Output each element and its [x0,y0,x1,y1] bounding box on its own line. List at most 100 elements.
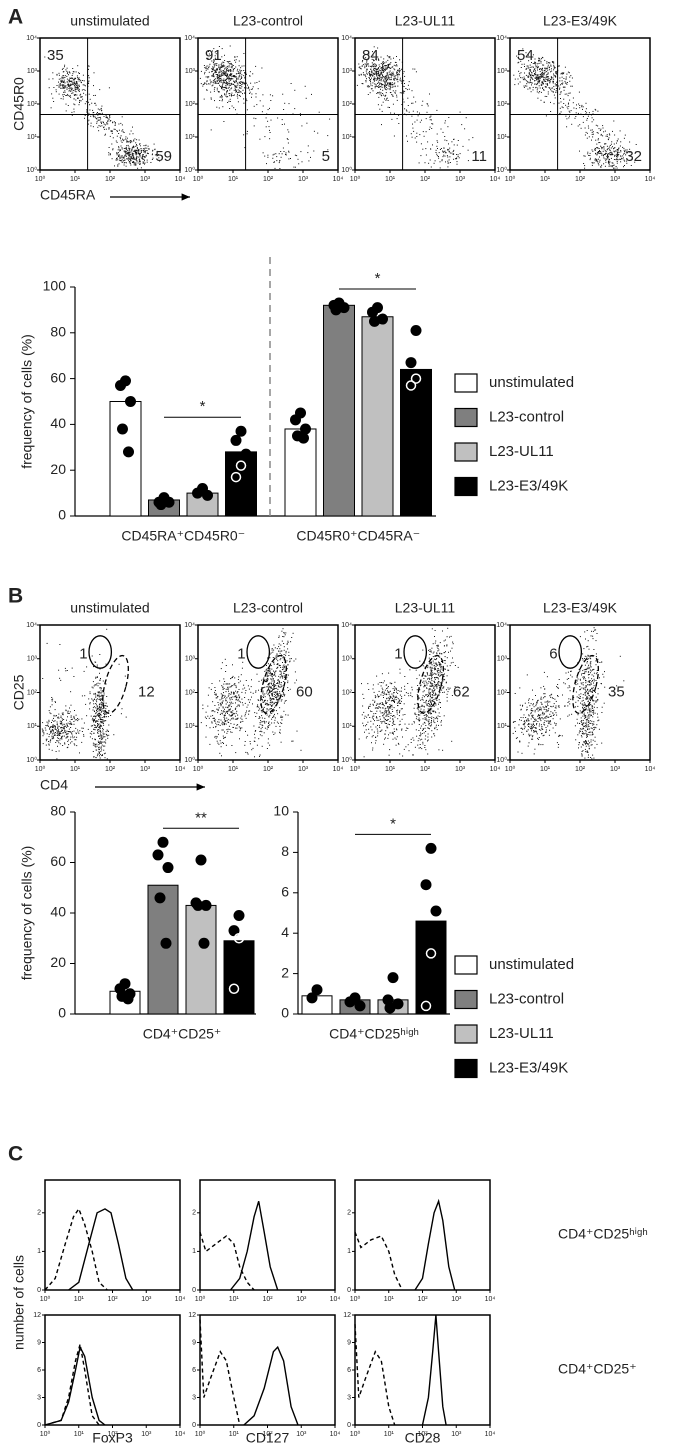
event-dot [75,81,77,82]
event-dot [142,158,144,160]
event-dot [394,75,396,77]
event-dot [280,156,282,158]
event-dot [229,708,231,710]
event-dot [112,137,114,139]
event-dot [566,106,568,108]
event-dot [372,723,374,725]
event-dot [223,738,225,739]
event-dot [393,700,395,702]
event-dot [392,73,394,75]
quadrant-label: 84 [362,47,379,64]
event-dot [218,107,220,109]
event-dot [431,647,433,649]
event-dot [100,108,102,110]
event-dot [393,83,395,85]
event-dot [595,160,597,162]
event-dot [393,79,395,81]
event-dot [429,159,431,161]
event-dot [60,87,62,89]
event-dot [120,160,121,162]
event-dot [252,747,254,749]
event-dot [547,76,548,78]
event-dot [599,150,600,151]
event-dot [623,166,624,168]
event-dot [376,728,378,730]
event-dot [273,162,275,163]
event-dot [93,703,95,705]
event-dot [398,702,400,704]
event-dot [226,683,228,685]
event-dot [51,749,53,751]
event-dot [212,67,214,69]
event-dot [66,747,68,749]
event-dot [213,82,215,84]
event-dot [222,689,224,690]
event-dot [223,694,225,696]
event-dot [541,76,543,78]
event-dot [380,83,382,84]
event-dot [613,120,615,122]
event-dot [269,695,270,697]
event-dot [288,655,290,656]
event-dot [277,695,279,697]
event-dot [379,74,381,76]
event-dot [249,743,251,745]
event-dot [240,717,242,719]
event-dot [48,78,50,80]
event-dot [133,147,135,149]
event-dot [401,708,403,710]
event-dot [105,705,107,707]
event-dot [399,672,401,674]
event-dot [94,693,96,695]
event-dot [441,159,443,161]
event-dot [206,80,208,82]
event-dot [430,115,432,117]
event-dot [139,143,140,145]
event-dot [267,726,269,728]
event-dot [233,94,235,96]
event-dot [369,717,371,718]
event-dot [49,741,51,743]
event-dot [385,81,387,83]
event-dot [90,122,92,124]
event-dot [133,161,135,163]
event-dot [373,715,375,717]
event-dot [53,717,54,719]
event-dot [258,709,260,711]
event-dot [125,154,127,156]
event-dot [554,97,556,99]
event-dot [386,715,388,717]
event-dot [389,717,391,719]
event-dot [459,153,461,155]
event-dot [213,76,215,78]
event-dot [279,648,281,650]
event-dot [589,159,591,161]
event-dot [390,705,392,707]
event-dot [256,82,258,83]
event-dot [236,84,238,86]
event-dot [71,92,73,94]
event-dot [558,65,560,67]
event-dot [384,689,386,691]
event-dot [592,110,594,112]
event-dot [219,680,221,682]
event-dot [542,75,544,77]
event-dot [382,66,384,68]
x-tick-label: 10³ [298,176,309,183]
event-dot [388,83,390,85]
event-dot [58,81,59,83]
event-dot [277,679,279,681]
event-dot [215,70,217,72]
x-tick-label: 10¹ [385,176,396,183]
event-dot [135,154,137,156]
event-dot [449,152,451,154]
event-dot [456,161,458,163]
y-tick-label: 20 [50,461,66,477]
event-dot [408,81,410,83]
event-dot [376,707,378,709]
legend-swatch [454,373,478,393]
event-dot [550,87,552,89]
event-dot [274,713,275,715]
event-dot [219,67,221,69]
event-dot [241,77,243,79]
